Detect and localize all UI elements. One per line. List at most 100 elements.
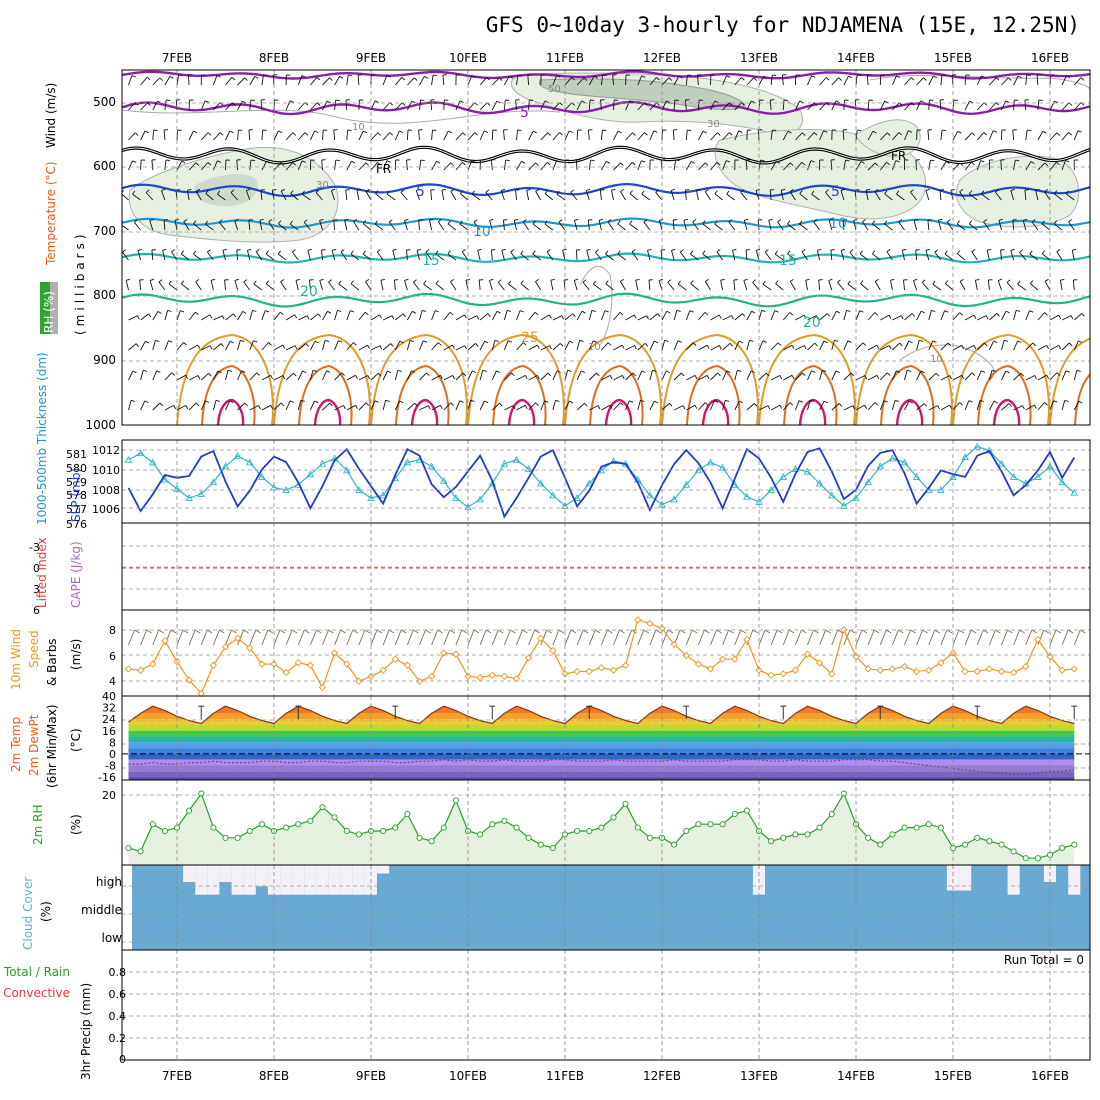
wind10-speed-point <box>233 634 242 642</box>
cloud-gap <box>207 865 220 895</box>
wind-barb-flag <box>720 278 725 281</box>
wind-barb-flag <box>559 343 564 347</box>
wind-barb <box>655 192 663 201</box>
wind-barb <box>564 370 569 381</box>
wind-barb <box>746 340 750 351</box>
wind-barb <box>513 220 517 231</box>
wind-barb <box>801 251 808 261</box>
wind10-barb-flag <box>983 629 989 634</box>
wind-barb <box>1037 99 1040 111</box>
wind-barb <box>140 370 144 381</box>
wind-barb <box>862 221 869 231</box>
wind-barb-flag <box>983 219 988 223</box>
wind-barb <box>540 314 550 321</box>
wind-barb <box>807 400 811 411</box>
wind-barb <box>637 342 646 351</box>
pressure-tick: 1000 <box>85 418 116 432</box>
wind-barb <box>690 253 699 261</box>
wind-barb <box>261 160 267 171</box>
wind-barb <box>213 102 221 111</box>
wind-barb <box>237 77 245 86</box>
wind-barb <box>447 253 457 261</box>
wind-barb <box>879 372 888 381</box>
wind10-speed-point <box>731 655 739 663</box>
wind-barb <box>969 223 978 231</box>
wind-barb-flag <box>450 279 455 282</box>
wind-barb <box>976 132 985 141</box>
wind-barb <box>406 129 409 141</box>
rh2m-point <box>877 841 884 848</box>
wind-barb <box>686 404 696 411</box>
wind-barb-flag <box>338 280 342 285</box>
wind-barb-flag <box>134 132 139 136</box>
wind-barb-flag <box>753 77 758 81</box>
wind-barb <box>491 402 500 411</box>
wind-barb-flag <box>292 132 297 136</box>
wind-barb <box>243 281 251 291</box>
wind-barb-flag <box>547 132 551 136</box>
wind10-barb <box>443 629 451 646</box>
wind-barb <box>595 251 602 261</box>
wind-barb-flag <box>1027 129 1032 132</box>
wind-barb-flag <box>348 74 353 77</box>
wind-barb-flag <box>465 278 470 281</box>
wind-barb <box>128 370 134 381</box>
wind10-speed-line <box>128 619 1075 695</box>
wind10-barb-flag <box>740 629 746 634</box>
wind-barb <box>260 189 263 201</box>
wind-barb-flag <box>981 75 986 78</box>
wind-barb-flag <box>802 372 806 377</box>
wind-barb-flag <box>789 312 794 316</box>
wind-barb <box>171 251 178 261</box>
wind-barb <box>550 280 554 291</box>
wind-barb <box>212 160 218 171</box>
wind-barb-flag <box>218 219 223 223</box>
wind-barb <box>552 370 558 381</box>
wind-barb <box>1061 102 1070 111</box>
wind-barb-flag <box>741 102 745 106</box>
temp-contour-25 <box>176 333 274 425</box>
wind10-barb-flag <box>388 629 395 634</box>
wind-barb-flag <box>256 372 260 376</box>
wind-barb <box>528 312 536 321</box>
wind-barb-flag <box>774 250 778 255</box>
wind10-barb-flag <box>1031 629 1037 634</box>
wind-barb <box>685 130 688 141</box>
rh2m-point <box>380 827 387 835</box>
wind-barb <box>478 279 481 291</box>
wind-barb-flag <box>995 77 1000 81</box>
wind-barb <box>503 129 505 141</box>
wind-barb <box>1037 162 1046 171</box>
wind-barb-flag <box>241 370 246 373</box>
wind-barb-flag <box>702 250 706 255</box>
cloud-axis-label: Cloud Cover <box>21 877 35 950</box>
wind-barb <box>370 400 376 411</box>
wind-barb-flag <box>775 280 779 284</box>
wind-barb <box>479 313 489 321</box>
wind-barb-flag <box>204 100 209 103</box>
wind-barb-flag <box>289 220 293 225</box>
wind-barb-flag <box>535 279 540 282</box>
wind-barb-flag <box>829 218 834 221</box>
wind-barb-flag <box>586 248 591 251</box>
wind-barb-flag <box>217 190 221 195</box>
wind-barb-flag <box>597 405 601 410</box>
wind-barb <box>728 221 736 231</box>
rh2m-axis-label: 2m RH <box>31 805 45 846</box>
wind-barb-flag <box>1044 278 1049 282</box>
wind-barb-flag <box>254 76 259 79</box>
rh2m-point <box>925 821 932 828</box>
wind-barb <box>338 283 348 291</box>
wind-barb-flag <box>910 102 915 106</box>
wind10-barb-flag <box>340 629 346 634</box>
wind-barb-flag <box>859 310 864 313</box>
wind-barb <box>188 130 194 141</box>
wind10-barb-flag <box>328 629 334 634</box>
wind-barb-flag <box>886 372 891 376</box>
wind10-speed-point <box>403 661 412 669</box>
wind-barb <box>1073 130 1079 141</box>
thickness-point <box>791 465 800 472</box>
rh-axis-label: RH (%) <box>42 291 56 333</box>
wind-barb <box>544 223 554 231</box>
wind10-barb-flag <box>946 629 953 634</box>
